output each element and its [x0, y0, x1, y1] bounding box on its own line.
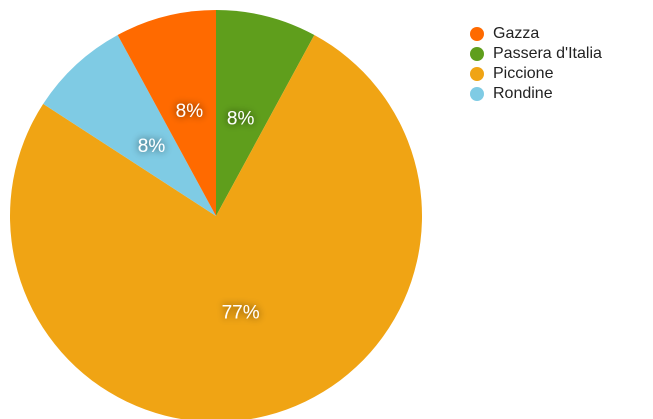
pie-slice-rondine[interactable]: [43, 34, 217, 216]
legend-swatch-piccione: [470, 67, 484, 81]
legend-label-gazza: Gazza: [493, 25, 540, 42]
legend-swatch-gazza: [470, 27, 484, 41]
legend-label-passera-ditalia: Passera d'Italia: [493, 45, 602, 62]
chart-legend: Gazza Passera d'Italia Piccione Rondine: [470, 24, 602, 104]
legend-label-rondine: Rondine: [493, 85, 553, 102]
pie-label-gazza: 8%: [176, 101, 204, 122]
pie-label-rondine: 8%: [138, 136, 166, 157]
pie-slices: [10, 10, 422, 419]
legend-label-piccione: Piccione: [493, 65, 554, 82]
legend-swatch-passera-ditalia: [470, 47, 484, 61]
pie-label-passera-d-italia: 8%: [227, 109, 255, 130]
pie-label-piccione: 77%: [222, 302, 260, 323]
legend-item-rondine[interactable]: Rondine: [470, 84, 602, 104]
legend-item-gazza[interactable]: Gazza: [470, 24, 602, 44]
pie-slice-gazza[interactable]: [117, 10, 216, 216]
legend-item-passera-ditalia[interactable]: Passera d'Italia: [470, 44, 602, 64]
legend-swatch-rondine: [470, 87, 484, 101]
legend-item-piccione[interactable]: Piccione: [470, 64, 602, 84]
pie-slice-passera-d-italia[interactable]: [216, 10, 315, 216]
pie-slice-piccione[interactable]: [10, 34, 422, 419]
pie-value-labels: 8% 77% 8% 8%: [138, 101, 260, 324]
